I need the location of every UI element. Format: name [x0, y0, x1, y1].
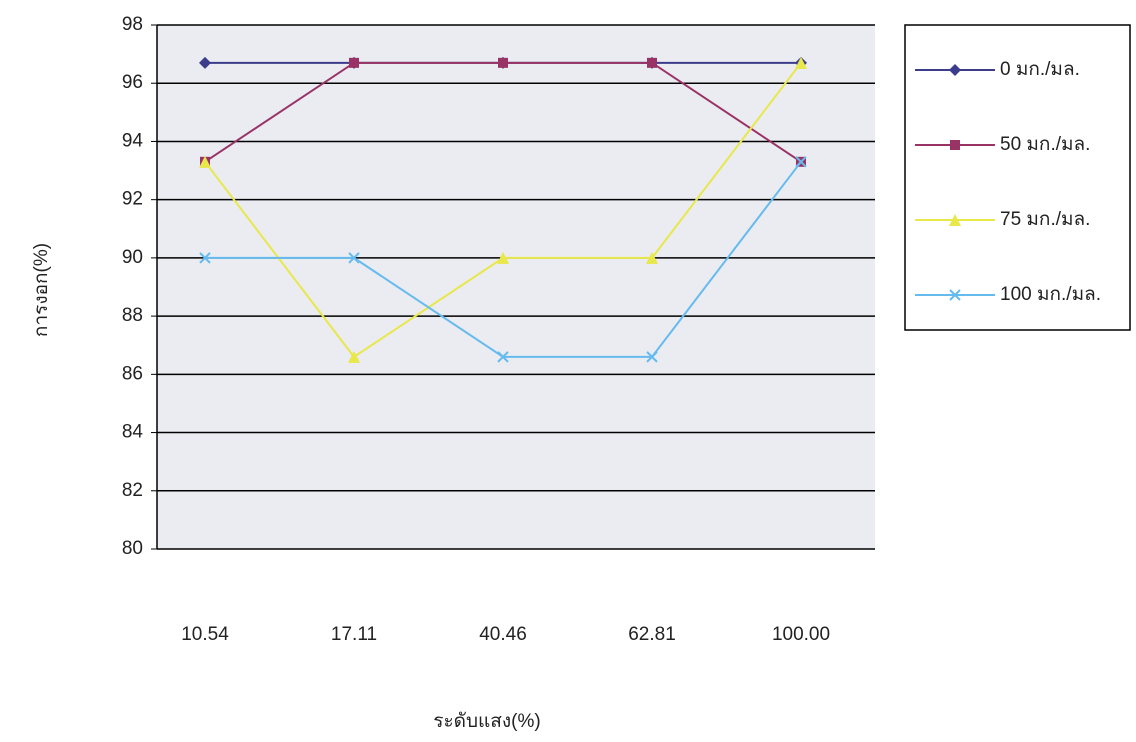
y-tick-label: 94 — [122, 130, 144, 151]
x-tick-label: 17.11 — [331, 624, 377, 645]
marker — [795, 156, 807, 168]
y-tick-label: 96 — [122, 72, 143, 93]
marker — [349, 57, 359, 68]
marker — [949, 289, 961, 301]
y-axis-label: การงอก(%) — [31, 243, 52, 337]
marker — [949, 64, 961, 76]
marker — [497, 251, 509, 264]
x-axis-label: ระดับแสง(%) — [433, 711, 540, 732]
marker — [199, 56, 211, 69]
x-tick-label: 100.00 — [772, 624, 830, 645]
y-tick-label: 92 — [122, 189, 143, 210]
x-tick-label: 62.81 — [628, 624, 676, 645]
y-tick-label: 88 — [122, 305, 143, 326]
marker — [498, 57, 508, 68]
legend — [904, 24, 1131, 331]
legend-label: 75 มก./มล. — [1000, 209, 1090, 230]
legend-label: 100 มก./มล. — [1000, 284, 1101, 305]
y-tick-label: 84 — [122, 422, 144, 443]
marker — [497, 351, 509, 363]
y-tick-label: 90 — [122, 247, 143, 268]
x-tick-label: 10.54 — [181, 624, 229, 645]
y-tick-label: 82 — [122, 480, 143, 501]
y-tick-label: 80 — [122, 538, 143, 559]
legend-label: 0 มก./มล. — [1000, 59, 1080, 80]
marker — [646, 351, 658, 363]
marker — [795, 56, 807, 69]
y-tick-label: 98 — [122, 14, 143, 35]
plot-area — [157, 25, 875, 549]
marker — [348, 350, 360, 363]
y-tick-label: 86 — [122, 363, 143, 384]
marker — [949, 214, 961, 226]
legend-label: 50 มก./มล. — [1000, 134, 1090, 155]
marker — [199, 155, 211, 168]
marker — [348, 252, 360, 264]
marker — [647, 57, 657, 68]
marker — [646, 251, 658, 264]
x-tick-label: 40.46 — [479, 624, 527, 645]
marker — [199, 252, 211, 264]
marker — [950, 140, 960, 150]
